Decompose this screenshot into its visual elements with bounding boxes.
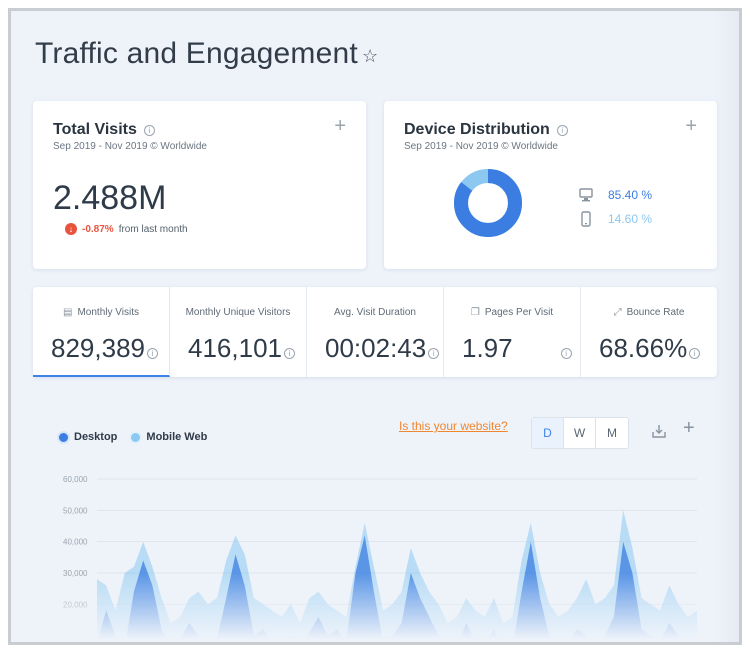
- info-icon[interactable]: i: [143, 124, 155, 136]
- arrow-down-icon: ↓: [65, 223, 77, 235]
- change-indicator: ↓ -0.87% from last month: [65, 223, 188, 235]
- info-icon[interactable]: i: [428, 348, 440, 359]
- download-icon[interactable]: [651, 423, 667, 439]
- tab-monthly-unique-visitors[interactable]: Monthly Unique Visitors 416,101 i: [170, 287, 307, 377]
- is-this-your-website-link[interactable]: Is this your website?: [399, 419, 508, 433]
- device-distribution-subtitle: Sep 2019 - Nov 2019 © Worldwide: [404, 141, 558, 152]
- total-visits-card: Total Visits i Sep 2019 - Nov 2019 © Worl…: [33, 101, 366, 269]
- chart-legend: Desktop Mobile Web: [59, 431, 221, 443]
- mobile-share-row: 14.60 %: [578, 211, 652, 227]
- metric-label: ❐ Pages Per Visit: [470, 307, 554, 318]
- device-distribution-title: Device Distribution i: [404, 121, 568, 139]
- legend-label: Desktop: [74, 431, 118, 443]
- period-week-button[interactable]: W: [564, 418, 596, 448]
- plus-icon[interactable]: +: [334, 115, 346, 137]
- info-icon[interactable]: i: [556, 124, 568, 136]
- y-tick-label: 40,000: [63, 538, 88, 547]
- info-icon[interactable]: i: [689, 348, 701, 359]
- period-day-button[interactable]: D: [532, 418, 564, 448]
- metric-label: Monthly Unique Visitors: [185, 307, 291, 318]
- metric-value: 416,101 i: [188, 333, 295, 364]
- period-month-button[interactable]: M: [607, 426, 617, 440]
- page-title: Traffic and Engagement ☆: [35, 37, 379, 70]
- scroll-shade: [713, 11, 739, 642]
- metric-value: 00:02:43 i: [325, 333, 440, 364]
- tab-avg-visit-duration[interactable]: Avg. Visit Duration 00:02:43 i: [307, 287, 444, 377]
- total-visits-subtitle: Sep 2019 - Nov 2019 © Worldwide: [53, 141, 207, 152]
- metrics-tabs: ▤ Monthly Visits 829,389 i Monthly Unique …: [33, 287, 717, 377]
- y-tick-label: 60,000: [63, 475, 88, 484]
- desktop-icon: [579, 188, 593, 202]
- info-icon[interactable]: i: [283, 348, 295, 359]
- metric-label: Avg. Visit Duration: [334, 307, 416, 318]
- metric-value: 1.97 i: [462, 333, 572, 364]
- chart-fade: [33, 573, 717, 642]
- device-distribution-card: Device Distribution i Sep 2019 - Nov 2019…: [384, 101, 717, 269]
- tab-monthly-visits[interactable]: ▤ Monthly Visits 829,389 i: [33, 287, 170, 377]
- metric-value: 829,389 i: [51, 333, 158, 364]
- legend-item-desktop[interactable]: Desktop: [59, 431, 117, 443]
- metric-label: ▤ Monthly Visits: [63, 307, 139, 318]
- tab-pages-per-visit[interactable]: ❐ Pages Per Visit 1.97 i: [444, 287, 581, 377]
- change-suffix: from last month: [118, 223, 188, 235]
- y-tick-label: 50,000: [63, 506, 88, 515]
- total-visits-title: Total Visits i: [53, 121, 155, 139]
- app-frame: Traffic and Engagement ☆ Total Visits i Se…: [8, 8, 742, 645]
- tab-bounce-rate[interactable]: ⤢ Bounce Rate 68.66% i: [581, 287, 717, 377]
- period-selector: D W M: [531, 417, 629, 449]
- device-donut-chart: [454, 169, 522, 237]
- metric-label: ⤢ Bounce Rate: [613, 307, 685, 318]
- plus-icon[interactable]: +: [683, 417, 695, 439]
- trend-icon: ⤢: [613, 307, 622, 318]
- legend-label: Mobile Web: [146, 431, 208, 443]
- donut-desktop-slice: [454, 169, 522, 237]
- calendar-icon: ▤: [63, 307, 73, 318]
- legend-item-mobile-web[interactable]: Mobile Web: [131, 431, 207, 443]
- metric-value: 68.66% i: [599, 333, 701, 364]
- info-icon[interactable]: i: [560, 348, 572, 359]
- legend-dot: [131, 432, 141, 442]
- mobile-share: 14.60 %: [608, 212, 653, 226]
- total-visits-value: 2.488M: [53, 179, 167, 217]
- mobile-icon: [581, 211, 591, 227]
- change-value: -0.87%: [82, 223, 114, 235]
- plus-icon[interactable]: +: [685, 115, 697, 137]
- info-icon[interactable]: i: [146, 348, 158, 359]
- legend-dot: [59, 432, 68, 442]
- star-icon[interactable]: ☆: [361, 45, 379, 66]
- pages-icon: ❐: [470, 307, 480, 318]
- desktop-share: 85.40 %: [608, 188, 653, 202]
- desktop-share-row: 85.40 %: [578, 187, 652, 203]
